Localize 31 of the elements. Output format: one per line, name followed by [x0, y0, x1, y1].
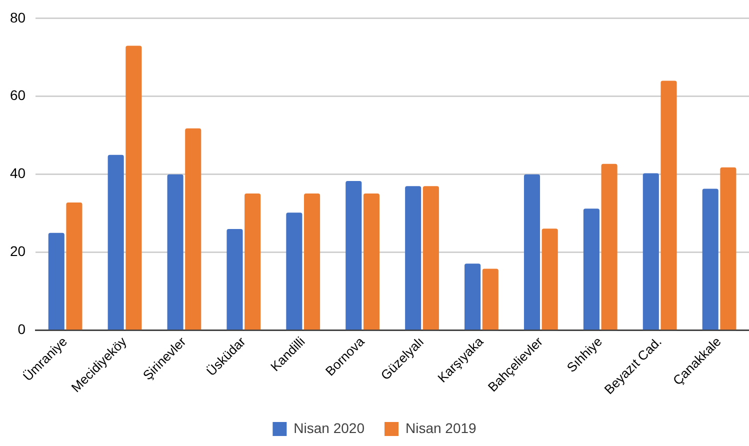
bar: [482, 268, 498, 330]
bar: [405, 186, 422, 330]
bar: [422, 186, 439, 330]
bar: [66, 202, 82, 330]
bar: [286, 212, 302, 330]
y-tick-label: 40: [10, 165, 26, 182]
bar: [244, 193, 261, 330]
bar: [583, 208, 600, 330]
bar: [642, 173, 659, 330]
bar: [363, 193, 380, 330]
bar: [126, 46, 142, 330]
bar: [346, 181, 362, 330]
bar: [720, 167, 736, 330]
legend-label: Nisan 2019: [406, 420, 477, 436]
bar: [48, 232, 64, 330]
bar: [304, 193, 320, 330]
bar: [601, 164, 618, 330]
bar: [108, 154, 124, 330]
bar: [464, 264, 481, 330]
bar: [524, 174, 540, 330]
bar: [167, 174, 184, 330]
y-tick-label: 80: [10, 9, 26, 26]
y-tick-label: 0: [18, 321, 26, 338]
bar: [702, 188, 718, 330]
y-tick-label: 60: [10, 87, 26, 104]
bar: [226, 228, 243, 330]
bar: [660, 80, 677, 330]
legend-label: Nisan 2020: [294, 420, 365, 436]
bar: [542, 228, 558, 330]
bar: [185, 128, 202, 330]
y-tick-label: 20: [10, 243, 26, 260]
